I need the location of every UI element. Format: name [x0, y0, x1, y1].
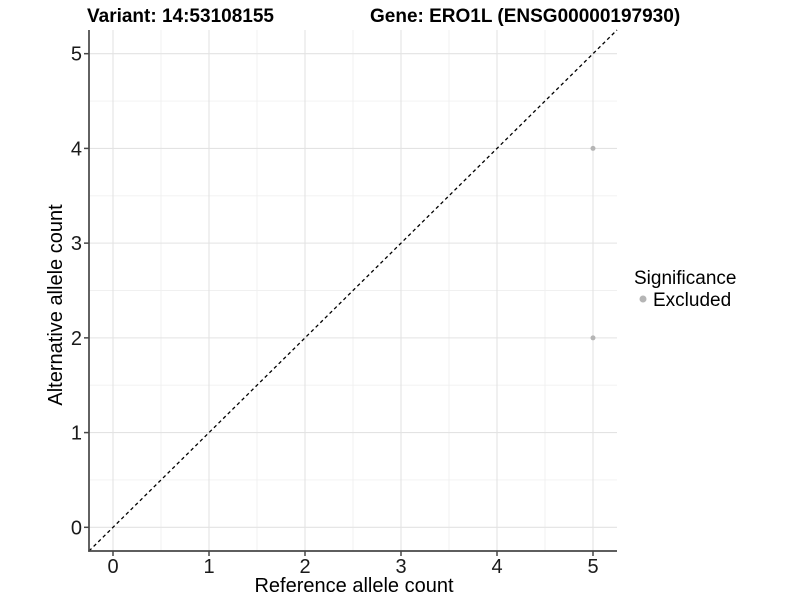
x-tick-label: 0: [107, 556, 118, 578]
x-tick-label: 4: [491, 556, 502, 578]
axis-lines-layer: [88, 30, 617, 552]
legend-entries: Excluded: [639, 290, 731, 311]
identity-line: [88, 29, 618, 552]
y-tick-label: 1: [71, 423, 82, 445]
data-point: [590, 335, 596, 341]
data-point: [590, 145, 596, 151]
x-tick-label: 3: [395, 556, 406, 578]
y-tick-label: 5: [71, 44, 82, 66]
y-tick-label: 4: [71, 138, 82, 160]
plot-title-gene: Gene: ERO1L (ENSG00000197930): [370, 6, 680, 27]
y-tick-label: 0: [71, 517, 82, 539]
tick-marks-layer: [84, 52, 594, 556]
y-axis-title: Alternative allele count: [45, 204, 67, 406]
legend-key-dot: [639, 295, 647, 303]
plot-title-variant: Variant: 14:53108155: [87, 6, 274, 27]
x-tick-label: 5: [587, 556, 598, 578]
x-tick-label: 1: [203, 556, 214, 578]
data-points-layer: [590, 145, 596, 341]
x-tick-label: 2: [299, 556, 310, 578]
y-tick-label: 3: [71, 233, 82, 255]
legend: Significance Excluded: [634, 268, 736, 311]
minor-gridlines: [89, 30, 617, 551]
legend-entry-label: Excluded: [653, 290, 731, 311]
y-tick-label: 2: [71, 328, 82, 350]
major-gridlines: [89, 30, 617, 551]
x-axis-title: Reference allele count: [254, 575, 453, 597]
legend-title: Significance: [634, 268, 736, 289]
tick-labels-layer: 0 1 2 3 4 5 0 1 2 3 4 5: [71, 44, 599, 578]
identity-line-layer: [88, 29, 618, 552]
